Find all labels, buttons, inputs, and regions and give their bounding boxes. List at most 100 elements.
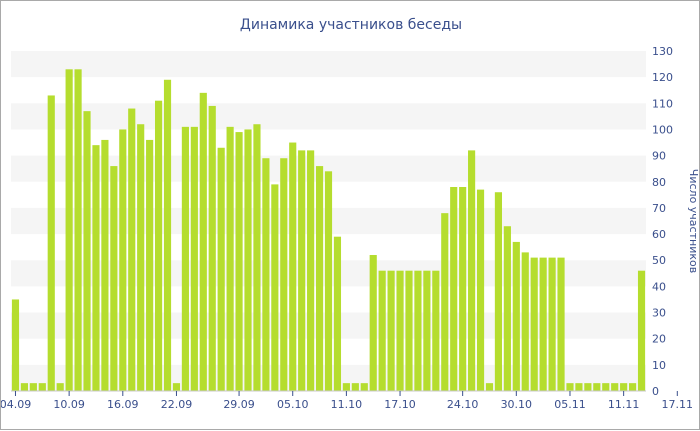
y-tick-label: 130 [652,45,673,58]
bar [548,257,556,391]
bar [47,95,55,391]
bar [369,255,377,391]
x-tick-label: 29.09 [223,398,255,411]
bar [450,187,458,391]
bar [253,124,261,391]
y-tick-label: 120 [652,71,673,84]
bar [485,383,494,391]
x-tick-label: 17.10 [384,398,416,411]
bar [101,139,109,391]
bar [190,126,198,391]
bar [137,124,145,391]
bar [92,145,100,391]
y-tick-label: 90 [652,150,666,163]
x-tick-label: 16.09 [107,398,139,411]
bar [629,383,637,391]
bar [530,257,538,391]
bar [459,187,467,391]
y-tick-label: 0 [652,385,659,398]
bar [575,383,583,391]
bar [235,132,243,392]
bar [280,158,288,391]
bar [387,270,395,391]
bar [611,383,619,391]
bar [29,383,37,391]
bar-series [11,69,646,392]
y-tick-label: 50 [652,254,666,267]
y-tick-label: 10 [652,359,666,372]
x-tick-label: 24.10 [447,398,479,411]
bar [289,142,297,391]
bar [396,270,404,391]
bar [56,383,64,391]
bar [315,166,324,391]
bar [163,79,172,392]
bar [298,150,306,391]
y-tick-label: 80 [652,176,666,189]
bar [378,270,386,391]
bar [512,241,520,391]
x-axis-ticks: 04.09 10.09 16.09 22.09 29.09 05.10 11.10 17.10… [1,391,693,411]
bar [38,383,46,391]
y-tick-label: 60 [652,228,666,241]
y-axis-ticks: 0 10 20 30 40 50 60 70 80 90 100 110 120 130 [652,45,673,398]
y-tick-label: 110 [652,97,673,110]
y-tick-label: 100 [652,123,673,136]
grid-band [11,103,646,130]
bar [65,69,73,392]
bar [539,257,547,391]
bar [172,383,181,391]
bar [557,257,565,391]
grid-band [11,51,646,78]
bar [333,236,342,391]
x-tick-label: 05.11 [554,398,586,411]
y-tick-label: 20 [652,333,666,346]
bar [414,270,422,391]
bar [154,100,163,391]
bar [199,92,207,391]
bar [620,383,628,391]
x-tick-label: 10.09 [53,398,85,411]
bar [360,383,368,391]
x-tick-label: 05.10 [277,398,309,411]
bar [128,108,136,392]
bar [494,192,503,391]
bar [146,139,154,391]
bar [119,129,127,391]
y-tick-label: 40 [652,280,666,293]
bar [423,270,431,391]
y-tick-label: 30 [652,307,666,320]
bar [324,171,333,391]
x-tick-label: 30.10 [501,398,533,411]
chart-title: Динамика участников беседы [240,17,462,33]
bar [74,69,82,392]
bar [584,383,592,391]
y-axis-label: Число участников [687,169,700,273]
bar [20,383,28,391]
x-tick-label: 04.09 [1,398,31,411]
bar [637,270,646,391]
bar [271,184,279,391]
bar [432,270,440,391]
bar [110,166,118,391]
bar [342,383,350,391]
bar [217,147,225,391]
bar [244,129,252,391]
bar [476,189,485,391]
y-tick-label: 70 [652,202,666,215]
bar [226,126,234,391]
bar [503,226,511,391]
bar [262,158,270,391]
x-tick-label: 22.09 [161,398,193,411]
bar [351,383,359,391]
bar [83,111,91,392]
bar [566,383,574,391]
bar [181,126,189,391]
bar [468,150,476,391]
bar [602,383,610,391]
bar [307,150,315,391]
x-tick-label: 11.10 [331,398,363,411]
bar [405,270,413,391]
